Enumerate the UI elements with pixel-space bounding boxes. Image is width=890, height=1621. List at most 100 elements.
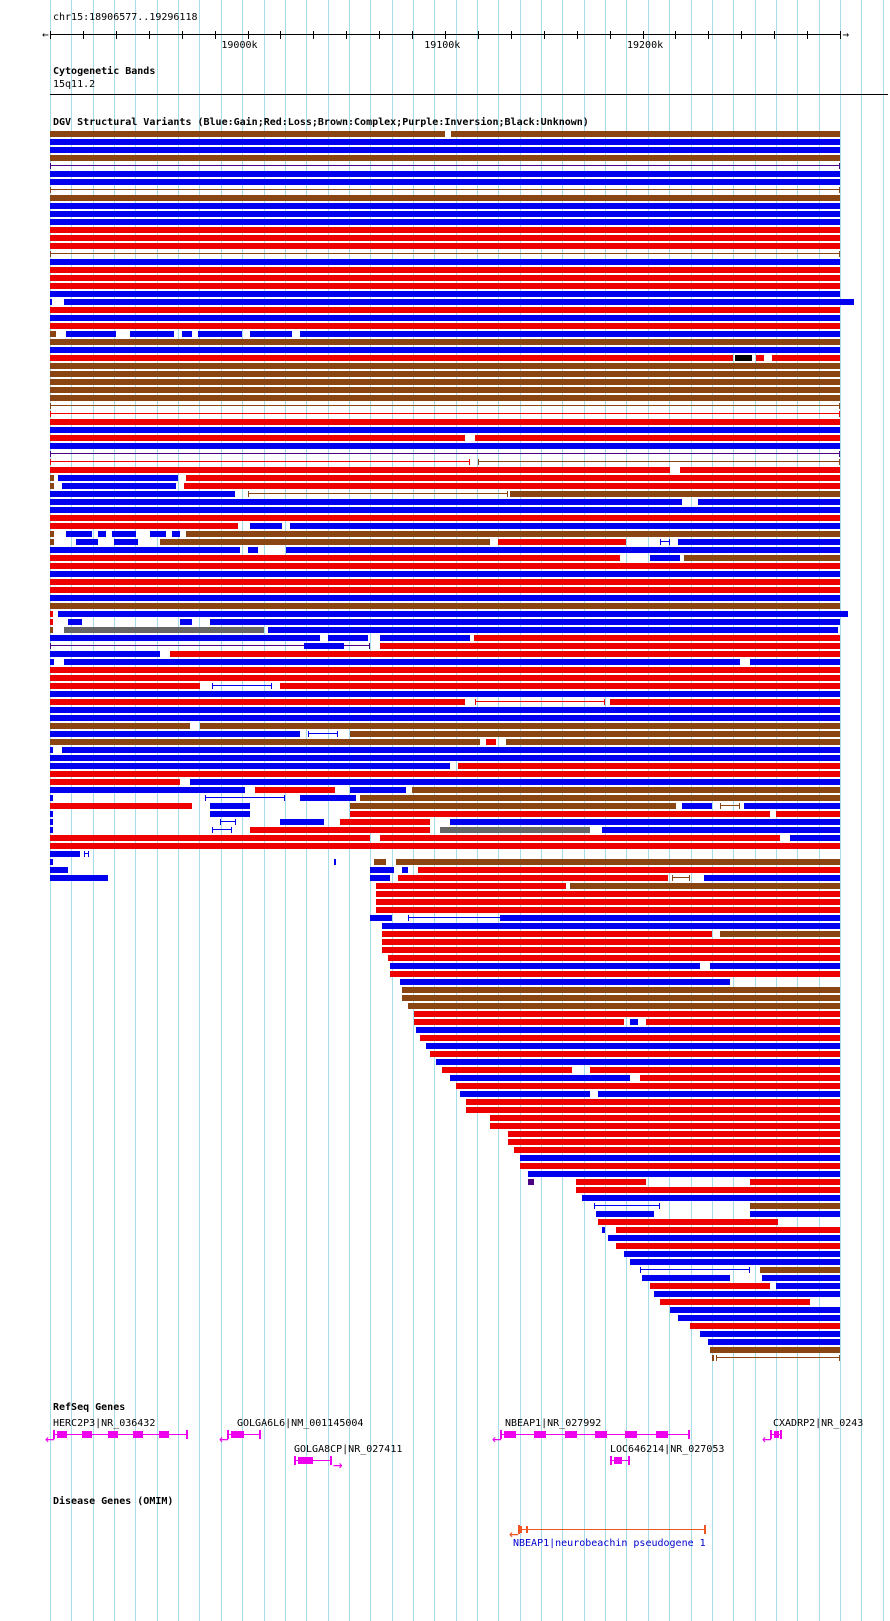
sv-row[interactable] bbox=[0, 850, 890, 858]
sv-segment[interactable] bbox=[490, 1123, 840, 1129]
sv-segment[interactable] bbox=[50, 171, 840, 177]
sv-row[interactable] bbox=[0, 962, 890, 970]
sv-segment[interactable] bbox=[160, 539, 490, 545]
sv-segment[interactable] bbox=[380, 643, 550, 649]
sv-row[interactable] bbox=[0, 410, 890, 418]
sv-row[interactable] bbox=[0, 490, 890, 498]
sv-row[interactable] bbox=[0, 314, 890, 322]
sv-segment[interactable] bbox=[710, 963, 840, 969]
sv-segment[interactable] bbox=[756, 355, 764, 361]
sv-segment[interactable] bbox=[50, 747, 53, 753]
sv-segment[interactable] bbox=[412, 787, 840, 793]
sv-segment[interactable] bbox=[598, 1219, 778, 1225]
gene-label[interactable]: GOLGA6L6|NM_001145004 bbox=[237, 1418, 364, 1429]
sv-segment[interactable] bbox=[720, 931, 840, 937]
sv-segment[interactable] bbox=[280, 819, 324, 825]
sv-row[interactable] bbox=[0, 690, 890, 698]
sv-segment[interactable] bbox=[602, 827, 840, 833]
sv-segment[interactable] bbox=[498, 539, 626, 545]
sv-segment[interactable] bbox=[750, 1179, 840, 1185]
sv-segment[interactable] bbox=[200, 723, 840, 729]
sv-row[interactable] bbox=[0, 554, 890, 562]
sv-segment[interactable] bbox=[210, 803, 250, 809]
sv-segment[interactable] bbox=[50, 307, 840, 313]
gene-model[interactable] bbox=[227, 1430, 261, 1439]
sv-row[interactable] bbox=[0, 1362, 890, 1370]
sv-segment[interactable] bbox=[62, 483, 176, 489]
sv-row[interactable] bbox=[0, 1090, 890, 1098]
sv-segment[interactable] bbox=[66, 531, 92, 537]
sv-segment[interactable] bbox=[50, 499, 682, 505]
sv-row[interactable] bbox=[0, 194, 890, 202]
sv-segment[interactable] bbox=[508, 1131, 840, 1137]
sv-row[interactable] bbox=[0, 1034, 890, 1042]
sv-segment[interactable] bbox=[50, 619, 53, 625]
sv-segment[interactable] bbox=[466, 1107, 840, 1113]
sv-row[interactable] bbox=[0, 642, 890, 650]
sv-segment[interactable] bbox=[374, 859, 386, 865]
sv-segment[interactable] bbox=[744, 803, 840, 809]
sv-segment[interactable] bbox=[50, 227, 840, 233]
sv-segment[interactable] bbox=[210, 619, 840, 625]
sv-segment[interactable] bbox=[50, 859, 53, 865]
sv-row[interactable] bbox=[0, 1242, 890, 1250]
sv-segment[interactable] bbox=[50, 179, 840, 185]
sv-segment[interactable] bbox=[212, 829, 232, 830]
sv-row[interactable] bbox=[0, 730, 890, 738]
gene-label[interactable]: CXADRP2|NR_0243 bbox=[773, 1418, 864, 1429]
sv-row[interactable] bbox=[0, 1106, 890, 1114]
sv-segment[interactable] bbox=[451, 131, 840, 137]
sv-segment[interactable] bbox=[475, 701, 605, 702]
sv-segment[interactable] bbox=[64, 299, 854, 305]
sv-row[interactable] bbox=[0, 714, 890, 722]
sv-segment[interactable] bbox=[50, 363, 840, 369]
sv-row[interactable] bbox=[0, 482, 890, 490]
sv-segment[interactable] bbox=[396, 859, 840, 865]
sv-segment[interactable] bbox=[50, 371, 840, 377]
sv-row[interactable] bbox=[0, 1010, 890, 1018]
sv-row[interactable] bbox=[0, 1178, 890, 1186]
gene-label[interactable]: GOLGA8CP|NR_027411 bbox=[294, 1444, 403, 1455]
sv-row[interactable] bbox=[0, 434, 890, 442]
sv-segment[interactable] bbox=[350, 811, 770, 817]
sv-segment[interactable] bbox=[376, 907, 840, 913]
sv-row[interactable] bbox=[0, 722, 890, 730]
sv-segment[interactable] bbox=[670, 1307, 840, 1313]
sv-segment[interactable] bbox=[172, 531, 180, 537]
sv-segment[interactable] bbox=[660, 1299, 810, 1305]
sv-segment[interactable] bbox=[576, 1187, 840, 1193]
sv-row[interactable] bbox=[0, 1098, 890, 1106]
sv-row[interactable] bbox=[0, 874, 890, 882]
sv-segment[interactable] bbox=[50, 189, 840, 190]
sv-row[interactable] bbox=[0, 842, 890, 850]
sv-segment[interactable] bbox=[704, 875, 840, 881]
sv-segment[interactable] bbox=[436, 1059, 840, 1065]
sv-row[interactable] bbox=[0, 1226, 890, 1234]
sv-segment[interactable] bbox=[712, 1355, 714, 1361]
sv-segment[interactable] bbox=[98, 531, 106, 537]
sv-row[interactable] bbox=[0, 906, 890, 914]
sv-segment[interactable] bbox=[50, 315, 840, 321]
sv-segment[interactable] bbox=[50, 131, 445, 137]
sv-row[interactable] bbox=[0, 1298, 890, 1306]
gene-model[interactable] bbox=[53, 1430, 188, 1439]
sv-segment[interactable] bbox=[50, 211, 840, 217]
sv-segment[interactable] bbox=[248, 493, 508, 494]
sv-segment[interactable] bbox=[408, 917, 508, 918]
sv-segment[interactable] bbox=[456, 1083, 840, 1089]
sv-row[interactable] bbox=[0, 594, 890, 602]
sv-segment[interactable] bbox=[750, 659, 840, 665]
sv-segment[interactable] bbox=[304, 643, 344, 649]
sv-segment[interactable] bbox=[50, 427, 840, 433]
sv-segment[interactable] bbox=[735, 355, 752, 361]
sv-segment[interactable] bbox=[50, 795, 53, 801]
sv-segment[interactable] bbox=[50, 787, 245, 793]
sv-segment[interactable] bbox=[50, 587, 840, 593]
sv-segment[interactable] bbox=[50, 507, 840, 513]
sv-segment[interactable] bbox=[50, 547, 240, 553]
sv-segment[interactable] bbox=[50, 699, 465, 705]
sv-row[interactable] bbox=[0, 266, 890, 274]
sv-segment[interactable] bbox=[520, 1163, 840, 1169]
sv-row[interactable] bbox=[0, 898, 890, 906]
sv-segment[interactable] bbox=[416, 1027, 840, 1033]
